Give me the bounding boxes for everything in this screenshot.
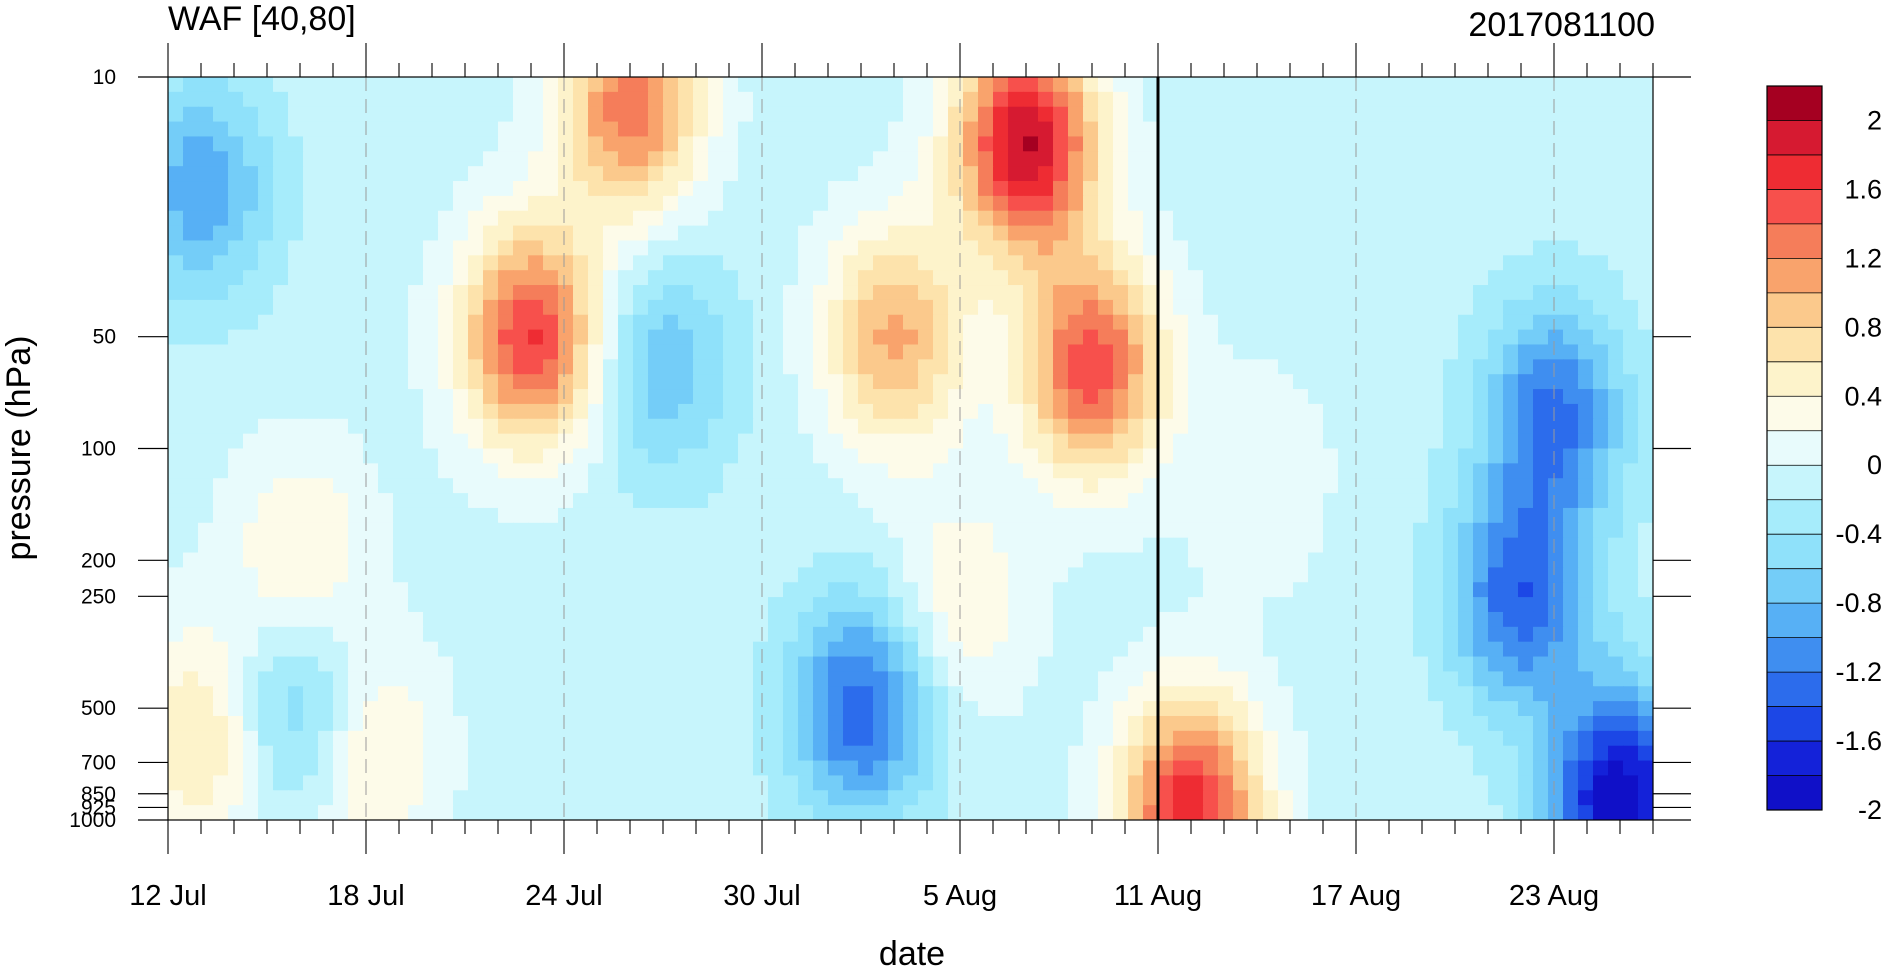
y-tick-label: 10 <box>93 66 116 89</box>
y-tick-label: 200 <box>81 549 116 572</box>
colorbar-swatch <box>1767 707 1822 742</box>
colorbar-swatch <box>1767 224 1822 259</box>
colorbar-swatch <box>1767 120 1822 155</box>
colorbar-swatch <box>1767 569 1822 604</box>
y-tick-label: 50 <box>93 326 116 349</box>
heatmap-field <box>168 77 1654 821</box>
y-tick-label: 500 <box>81 697 116 720</box>
colorbar-label: -0.8 <box>1835 588 1882 618</box>
colorbar-swatch <box>1767 534 1822 569</box>
colorbar-swatch <box>1767 776 1822 811</box>
y-tick-label: 1000 <box>69 809 116 832</box>
chart-date-code: 2017081100 <box>1468 6 1655 44</box>
colorbar-swatch <box>1767 672 1822 707</box>
colorbar-swatch <box>1767 155 1822 190</box>
y-tick-label: 250 <box>81 585 116 608</box>
colorbar-swatch <box>1767 396 1822 431</box>
colorbar-label: 1.2 <box>1844 243 1882 273</box>
colorbar-swatch <box>1767 189 1822 224</box>
x-tick-label: 24 Jul <box>525 880 602 912</box>
x-tick-label: 12 Jul <box>129 880 206 912</box>
colorbar-swatch <box>1767 258 1822 293</box>
x-tick-label: 17 Aug <box>1311 880 1401 912</box>
x-tick-label: 23 Aug <box>1509 880 1599 912</box>
colorbar-swatch <box>1767 293 1822 328</box>
colorbar-label: 0 <box>1867 450 1882 480</box>
y-tick-label: 700 <box>81 752 116 775</box>
chart-title: WAF [40,80] <box>168 0 356 38</box>
colorbar-label: 0.4 <box>1844 381 1882 411</box>
colorbar-swatch <box>1767 362 1822 397</box>
colorbar-swatch <box>1767 431 1822 466</box>
colorbar-label: -1.2 <box>1835 657 1882 687</box>
colorbar-swatch <box>1767 327 1822 362</box>
colorbar: 2 1.6 1.2 0.8 0.4 0 -0.4 -0.8 -1.2 -1.6 -2 <box>1767 86 1882 825</box>
colorbar-swatch <box>1767 465 1822 500</box>
x-tick-label: 18 Jul <box>327 880 404 912</box>
colorbar-label: 2 <box>1867 106 1882 136</box>
colorbar-label: 0.8 <box>1844 312 1882 342</box>
colorbar-label: -1.6 <box>1835 726 1882 756</box>
colorbar-label: 1.6 <box>1844 174 1882 204</box>
colorbar-swatch <box>1767 500 1822 535</box>
colorbar-swatch <box>1767 638 1822 673</box>
x-tick-label: 11 Aug <box>1114 880 1202 912</box>
y-tick-label: 100 <box>81 438 116 461</box>
x-tick-label: 5 Aug <box>923 880 997 912</box>
x-tick-label: 30 Jul <box>723 880 800 912</box>
colorbar-swatch <box>1767 86 1822 121</box>
colorbar-swatch <box>1767 603 1822 638</box>
x-axis-label: date <box>879 935 945 968</box>
colorbar-label: -2 <box>1858 795 1882 825</box>
colorbar-label: -0.4 <box>1835 519 1882 549</box>
y-axis-label: pressure (hPa) <box>0 336 38 561</box>
colorbar-swatch <box>1767 741 1822 776</box>
